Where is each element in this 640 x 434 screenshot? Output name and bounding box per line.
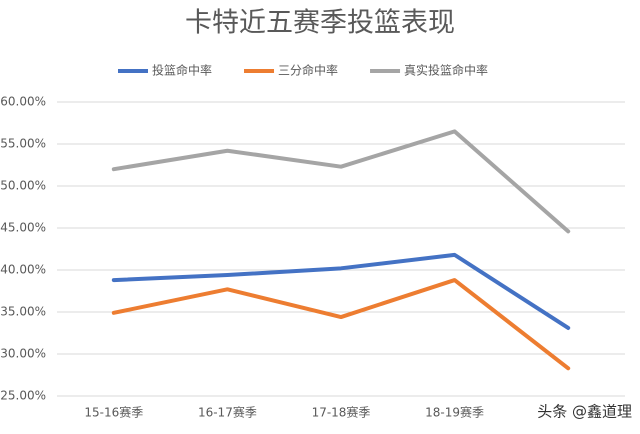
x-tick-label: 18-19赛季: [425, 405, 484, 420]
legend-label: 三分命中率: [278, 63, 338, 78]
watermark: 头条 @鑫道理: [537, 403, 632, 421]
y-tick-label: 25.00%: [0, 389, 46, 403]
y-tick-label: 60.00%: [0, 95, 46, 109]
y-tick-label: 30.00%: [0, 347, 46, 361]
chart-title: 卡特近五赛季投篮表现: [185, 8, 455, 39]
y-tick-label: 45.00%: [0, 221, 46, 235]
y-tick-label: 50.00%: [0, 179, 46, 193]
y-tick-label: 40.00%: [0, 263, 46, 277]
legend-label: 真实投篮命中率: [404, 63, 488, 78]
x-tick-label: 16-17赛季: [198, 405, 257, 420]
y-tick-label: 55.00%: [0, 137, 46, 151]
x-tick-label: 17-18赛季: [312, 405, 371, 420]
series-line: [111, 129, 571, 234]
series-line: [111, 278, 571, 371]
x-tick-label: 15-16赛季: [84, 405, 143, 420]
y-tick-label: 35.00%: [0, 305, 46, 319]
series-line: [111, 252, 571, 330]
legend-label: 投篮命中率: [152, 63, 212, 78]
